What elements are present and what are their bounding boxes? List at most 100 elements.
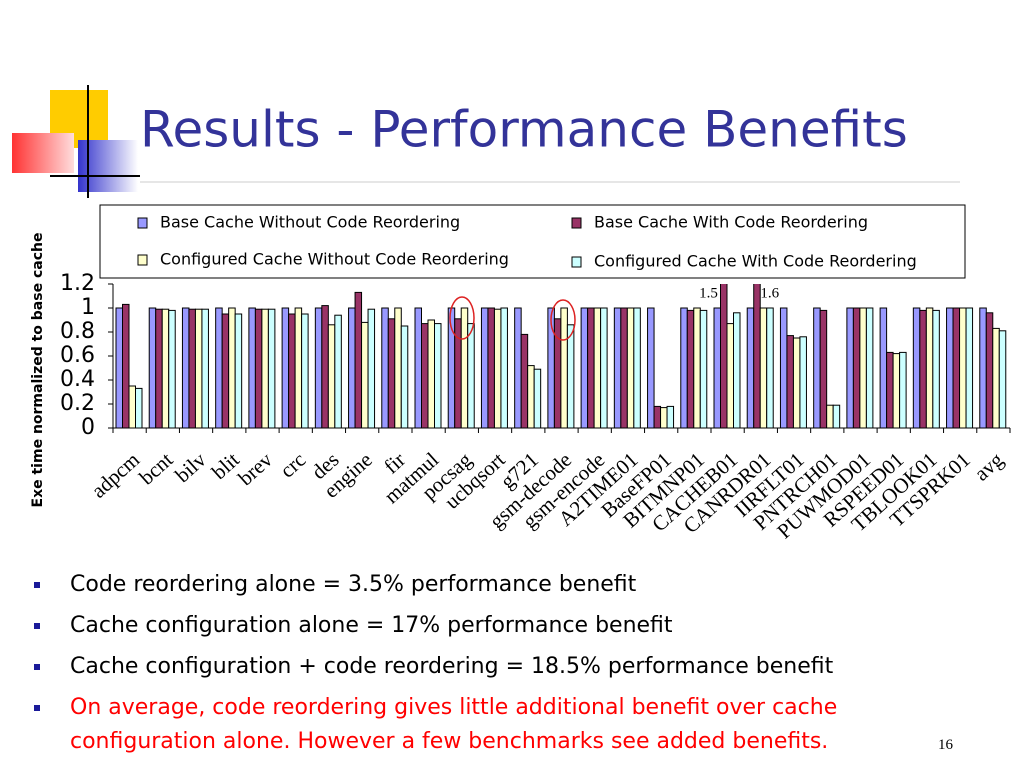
bar [361, 321, 369, 429]
bar [188, 308, 196, 429]
bar [228, 307, 236, 429]
bar [387, 318, 396, 429]
y-tick-label: 1.2 [60, 271, 95, 296]
plot [115, 284, 1007, 429]
bar [122, 303, 130, 429]
bar [194, 308, 203, 429]
bar [500, 307, 508, 429]
bar [487, 307, 495, 429]
bar [686, 309, 695, 429]
data-label: 1.6 [760, 285, 779, 301]
bar [693, 307, 701, 429]
bar [979, 307, 987, 429]
bar [248, 307, 256, 429]
bar [334, 314, 342, 429]
bar [267, 308, 276, 429]
decoration [12, 85, 960, 198]
bar [620, 307, 628, 429]
bar [919, 309, 927, 429]
bar [181, 307, 190, 429]
bar [201, 308, 209, 429]
bar [879, 307, 888, 429]
bar [746, 307, 755, 429]
y-tick-label: 0 [81, 415, 95, 440]
y-tick-label: 1 [81, 295, 95, 320]
bar [626, 307, 635, 429]
bar [587, 307, 595, 429]
legend-swatch [137, 254, 148, 266]
bar [221, 313, 230, 429]
bar [493, 308, 502, 429]
bar [819, 309, 828, 429]
legend-box [99, 204, 966, 279]
bar [294, 307, 303, 429]
bar [135, 387, 143, 429]
bar [155, 308, 163, 429]
bar [460, 307, 469, 429]
bar [859, 307, 867, 429]
x-tick-label: adpcm [87, 447, 145, 502]
bar [434, 323, 442, 429]
x-tick-label: avg [969, 447, 1008, 485]
bar [115, 307, 123, 429]
bar [846, 307, 854, 429]
data-label: 1.5 [699, 285, 718, 301]
bar [566, 324, 575, 429]
bar [713, 307, 721, 429]
bar [832, 404, 841, 429]
bar [826, 404, 834, 429]
bar [527, 365, 535, 429]
highlight-circle [449, 296, 475, 340]
bar [301, 313, 309, 429]
bar [467, 323, 475, 429]
bar [699, 309, 708, 429]
bar [653, 405, 662, 429]
bullet: Cache configuration alone = 17% performa… [30, 609, 930, 643]
bar [168, 309, 176, 429]
bar [946, 307, 954, 429]
highlight-circle [550, 299, 576, 341]
bar [593, 307, 602, 429]
bar [932, 309, 940, 429]
bar [421, 323, 429, 429]
bar [766, 307, 774, 429]
bar [520, 333, 529, 429]
bar [925, 307, 934, 429]
y-tick-label: 0.2 [60, 391, 95, 416]
bar [779, 307, 788, 429]
bar [514, 307, 522, 429]
bar [215, 307, 223, 429]
bar [998, 330, 1007, 429]
bar [886, 351, 894, 429]
bar [647, 307, 655, 429]
x-tick-label: crc [275, 447, 310, 482]
bar [759, 307, 768, 429]
bullet: Cache configuration + code reordering = … [30, 650, 930, 684]
bar [792, 337, 801, 429]
bar [852, 307, 861, 429]
bar [321, 305, 329, 429]
bar [899, 351, 907, 429]
bar [600, 307, 608, 429]
bar [348, 307, 356, 429]
legend-label: Base Cache Without Code Reordering [160, 213, 460, 232]
bar [254, 308, 263, 429]
bar [613, 307, 622, 429]
legend-label: Base Cache With Code Reordering [594, 213, 868, 232]
bar [480, 307, 489, 429]
y-axis-label: Exe time normalized to base cache [30, 233, 46, 508]
bar [414, 307, 422, 429]
bar [660, 407, 668, 429]
bar [680, 307, 688, 429]
bar [381, 307, 389, 429]
legend-swatch [571, 217, 582, 229]
bar [633, 307, 641, 429]
bullet: Code reordering alone = 3.5% performance… [30, 568, 930, 602]
bar [148, 307, 157, 429]
y-tick-label: 0.6 [60, 343, 95, 368]
bar [128, 385, 136, 429]
page-number: 16 [938, 737, 953, 753]
bar [813, 307, 821, 429]
